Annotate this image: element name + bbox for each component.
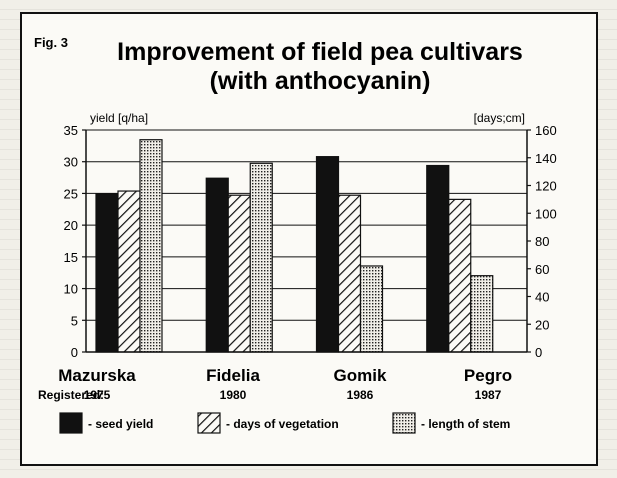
bar-hatch-fidelia (227, 194, 251, 353)
y-tick-left-label: 5 (71, 313, 78, 328)
y-tick-left-label: 20 (64, 218, 78, 233)
legend-swatch-dots (392, 412, 416, 434)
bar-dots-gomik (359, 265, 384, 353)
chart-title-line-1: Improvement of field pea cultivars (117, 38, 523, 66)
y-tick-right-label: 120 (535, 179, 557, 194)
y-tick-right-label: 0 (535, 345, 542, 360)
legend-swatch-hatch (197, 412, 221, 434)
bar-solid-pegro (426, 164, 450, 353)
y-tick-left-label: 0 (71, 345, 78, 360)
y-tick-left-label: 35 (64, 123, 78, 138)
figure-label: Fig. 3 (34, 35, 68, 50)
legend-label: - seed yield (88, 417, 153, 431)
y-tick-right-label: 60 (535, 262, 549, 277)
y-tick-left-label: 25 (64, 186, 78, 201)
bar-solid-mazurska (95, 193, 119, 353)
bar-dots-mazurska (139, 139, 163, 353)
y-tick-left-label: 30 (64, 155, 78, 170)
y-axis-left-label: yield [q/ha] (90, 111, 148, 125)
category-label: Pegro (464, 366, 512, 385)
legend-label: - length of stem (421, 417, 510, 431)
y-tick-right-label: 140 (535, 151, 557, 166)
y-tick-right-label: 160 (535, 123, 557, 138)
legend-swatch-solid (59, 412, 83, 434)
y-tick-right-label: 80 (535, 234, 549, 249)
bar-hatch-pegro (448, 198, 472, 353)
bar-hatch-mazurska (117, 190, 141, 353)
bar-hatch-gomik (337, 194, 362, 353)
y-tick-right-label: 20 (535, 317, 549, 332)
legend-label: - days of vegetation (226, 417, 339, 431)
category-label: Gomik (334, 366, 387, 385)
registration-year: 1975 (84, 388, 111, 402)
y-axis-right-label: [days;cm] (474, 111, 525, 125)
registration-year: 1986 (347, 388, 374, 402)
y-tick-right-label: 40 (535, 290, 549, 305)
y-tick-left-label: 15 (64, 250, 78, 265)
category-label: Fidelia (206, 366, 260, 385)
registration-year: 1987 (475, 388, 502, 402)
chart-title-line-2: (with anthocyanin) (210, 67, 431, 95)
bar-solid-gomik (315, 156, 340, 353)
registration-year: 1980 (220, 388, 247, 402)
registered-label: Registered: (38, 388, 104, 402)
y-tick-right-label: 100 (535, 206, 557, 221)
y-tick-left-label: 10 (64, 282, 78, 297)
bar-dots-pegro (470, 275, 494, 353)
bar-dots-fidelia (249, 162, 273, 353)
category-label: Mazurska (58, 366, 136, 385)
bar-solid-fidelia (205, 177, 229, 353)
